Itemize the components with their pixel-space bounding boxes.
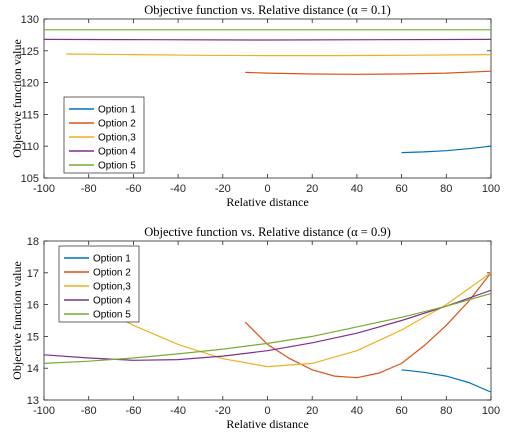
y-tick-label: 105	[21, 173, 39, 185]
x-tick-label: 0	[264, 405, 270, 417]
legend-entry: Option 5	[98, 161, 136, 172]
y-tick-label: 16	[27, 300, 39, 312]
legend: Option 1 Option 2 Option,3 Option 4 Option 5	[58, 245, 140, 323]
x-tick-label: -60	[125, 405, 141, 417]
x-tick-label: -80	[81, 183, 97, 195]
y-tick-label: 18	[27, 236, 39, 248]
legend-entry: Option,3	[98, 133, 136, 144]
x-tick-label: 60	[395, 183, 407, 195]
x-tick-label: 40	[351, 183, 363, 195]
x-tick-label: -40	[170, 405, 186, 417]
x-tick-label: 100	[482, 405, 500, 417]
legend-entry: Option 2	[93, 268, 131, 279]
y-tick-label: 13	[27, 395, 39, 407]
series-line-option-3	[110, 272, 491, 368]
y-axis-label: Objective function value	[10, 261, 24, 380]
x-tick-label: -100	[33, 405, 55, 417]
chart-1: -100 -80 -60 -40 -20 0 20 40 60 80 100 105 110 115 120…	[10, 3, 500, 209]
x-tick-label: -20	[215, 183, 231, 195]
chart-title: Objective function vs. Relative distance…	[144, 225, 391, 239]
x-tick-label: 20	[306, 405, 318, 417]
x-tick-label: 60	[395, 405, 407, 417]
legend-entry: Option 1	[98, 105, 136, 116]
x-tick-label: -100	[33, 183, 55, 195]
y-tick-label: 15	[27, 331, 39, 343]
legend-entry: Option,3	[93, 282, 131, 293]
y-tick-label: 14	[27, 363, 39, 375]
legend-entry: Option 4	[98, 147, 136, 158]
chart-2: -100 -80 -60 -40 -20 0 20 40 60 80 100 13 14 15 16 17 18…	[10, 225, 500, 431]
y-tick-label: 130	[21, 14, 39, 26]
x-axis-label: Relative distance	[226, 417, 308, 431]
series-line-option-2	[244, 272, 491, 379]
series-line-option-3	[66, 53, 491, 57]
x-axis-label: Relative distance	[226, 195, 308, 209]
y-tick-label: 115	[21, 109, 39, 121]
y-tick-label: 120	[21, 78, 39, 90]
series-line-option-2	[245, 70, 491, 75]
y-tick-label: 110	[21, 141, 39, 153]
x-tick-label: 100	[482, 183, 500, 195]
series-group	[44, 272, 491, 393]
y-tick-label: 125	[21, 46, 39, 58]
legend-entry: Option 2	[98, 119, 136, 130]
legend-entry: Option 1	[93, 254, 131, 265]
legend-entry: Option 5	[93, 310, 131, 321]
x-tick-label: 20	[306, 183, 318, 195]
x-tick-label: -60	[125, 183, 141, 195]
legend: Option 1 Option 2 Option,3 Option 4 Option 5	[63, 96, 145, 174]
x-tick-label: 80	[440, 183, 452, 195]
series-line-option-1	[401, 145, 491, 154]
series-line-option-5	[44, 292, 491, 364]
x-tick-label: -20	[215, 405, 231, 417]
y-axis-label: Objective function value	[10, 39, 24, 158]
legend-entry: Option 4	[93, 296, 131, 307]
y-tick-label: 17	[27, 268, 39, 280]
x-tick-label: 80	[440, 405, 452, 417]
x-tick-label: 40	[351, 405, 363, 417]
x-tick-label: -40	[170, 183, 186, 195]
series-group	[44, 29, 491, 154]
x-tick-label: -80	[81, 405, 97, 417]
series-line-option-4	[44, 38, 491, 41]
chart-title: Objective function vs. Relative distance…	[144, 3, 391, 17]
x-tick-label: 0	[264, 183, 270, 195]
series-line-option-1	[401, 369, 491, 393]
